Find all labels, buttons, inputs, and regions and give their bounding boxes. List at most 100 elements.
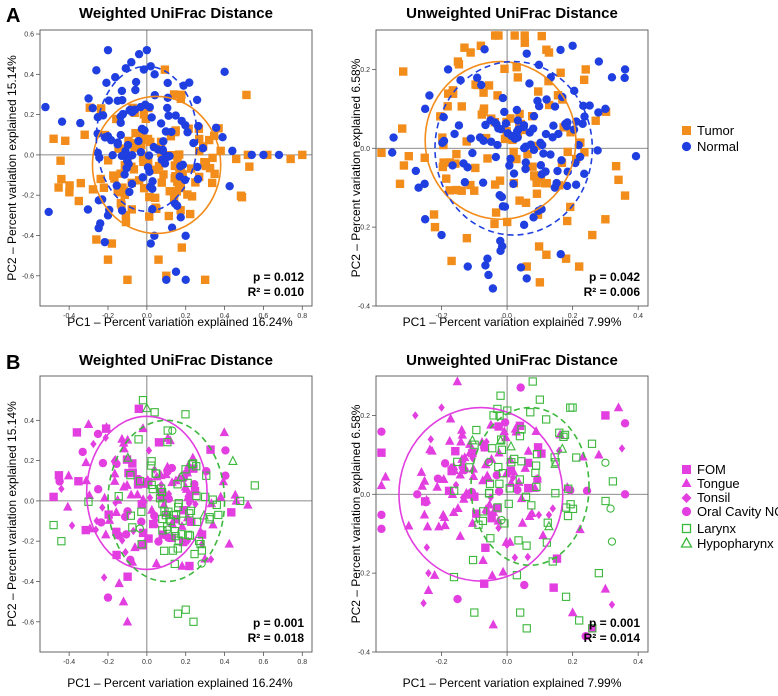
x-tick-label: -0.2: [436, 313, 448, 320]
data-point: [238, 193, 246, 201]
data-point: [460, 466, 468, 474]
data-point: [113, 140, 121, 148]
data-point: [129, 468, 137, 476]
y-tick-label: 0.4: [24, 72, 34, 79]
data-point: [602, 497, 609, 504]
data-point: [479, 178, 487, 186]
data-point: [546, 511, 552, 519]
data-point: [525, 553, 531, 561]
legend-label-oral-cavity-nos: Oral Cavity NOS: [697, 504, 778, 519]
data-point: [476, 133, 484, 141]
data-point: [102, 79, 110, 87]
data-point: [523, 49, 531, 57]
series-larynx: [450, 378, 616, 632]
data-point: [64, 471, 73, 480]
data-point: [527, 140, 535, 148]
data-point: [485, 81, 493, 89]
legend-marker-tongue: [682, 478, 692, 487]
data-point: [58, 117, 66, 125]
data-point: [69, 521, 75, 529]
data-point: [162, 276, 170, 284]
data-point: [533, 190, 541, 198]
data-point: [595, 57, 603, 65]
data-point: [177, 91, 185, 99]
data-point: [552, 179, 560, 187]
data-point: [181, 232, 189, 240]
data-point: [524, 446, 533, 455]
data-point: [543, 179, 551, 187]
data-point: [232, 155, 240, 163]
data-point: [595, 570, 602, 577]
data-point: [49, 135, 57, 143]
data-point: [101, 238, 109, 246]
data-point: [523, 542, 530, 549]
data-point: [41, 103, 49, 111]
data-point: [463, 234, 471, 242]
data-point: [453, 376, 462, 385]
chart-title: Unweighted UniFrac Distance: [406, 352, 618, 369]
data-point: [478, 555, 487, 564]
data-point: [113, 181, 121, 189]
data-point: [135, 436, 142, 443]
data-point: [489, 284, 497, 292]
legend-label-tongue: Tongue: [697, 476, 740, 491]
x-tick-label: 0.2: [568, 313, 578, 320]
data-point: [601, 105, 609, 113]
data-point: [525, 79, 533, 87]
data-point: [92, 235, 100, 243]
data-point: [173, 187, 181, 195]
data-point: [424, 543, 430, 551]
r-squared: R² = 0.014: [584, 631, 641, 645]
data-point: [489, 620, 498, 629]
data-point: [514, 125, 522, 133]
y-tick-label: 0.2: [24, 112, 34, 119]
data-point: [498, 567, 507, 576]
data-point: [562, 593, 569, 600]
data-point: [79, 448, 87, 456]
data-point: [477, 81, 485, 89]
data-point: [58, 485, 64, 493]
data-point: [514, 73, 522, 81]
data-point: [147, 239, 155, 247]
data-point: [459, 159, 467, 167]
data-point: [57, 175, 65, 183]
y-tick-label: -0.4: [358, 650, 370, 657]
data-point: [84, 419, 93, 428]
data-point: [564, 148, 572, 156]
data-point: [151, 409, 158, 416]
data-point: [181, 121, 189, 129]
data-point: [145, 168, 153, 176]
data-point: [186, 210, 194, 218]
data-point: [178, 243, 186, 251]
data-point: [456, 531, 465, 540]
data-point: [96, 175, 104, 183]
data-point: [128, 151, 136, 159]
data-point: [179, 161, 187, 169]
data-point: [520, 31, 528, 39]
data-point: [245, 162, 253, 170]
data-point: [430, 210, 438, 218]
data-point: [550, 504, 556, 512]
data-point: [145, 212, 153, 220]
data-point: [148, 205, 156, 213]
data-point: [447, 467, 455, 475]
x-tick-label: 0.2: [568, 659, 578, 666]
data-point: [621, 65, 629, 73]
data-point: [162, 127, 170, 135]
data-point: [517, 609, 524, 616]
data-point: [469, 556, 476, 563]
data-point: [140, 110, 148, 118]
data-point: [191, 550, 198, 557]
data-point: [413, 490, 421, 498]
data-point: [182, 411, 189, 418]
data-point: [563, 122, 571, 130]
data-point: [455, 121, 463, 129]
data-point: [147, 505, 156, 514]
data-point: [453, 595, 461, 603]
data-point: [500, 65, 508, 73]
x-tick-label: 0.2: [181, 313, 191, 320]
chart-title: Weighted UniFrac Distance: [79, 5, 273, 22]
data-point: [608, 538, 615, 545]
